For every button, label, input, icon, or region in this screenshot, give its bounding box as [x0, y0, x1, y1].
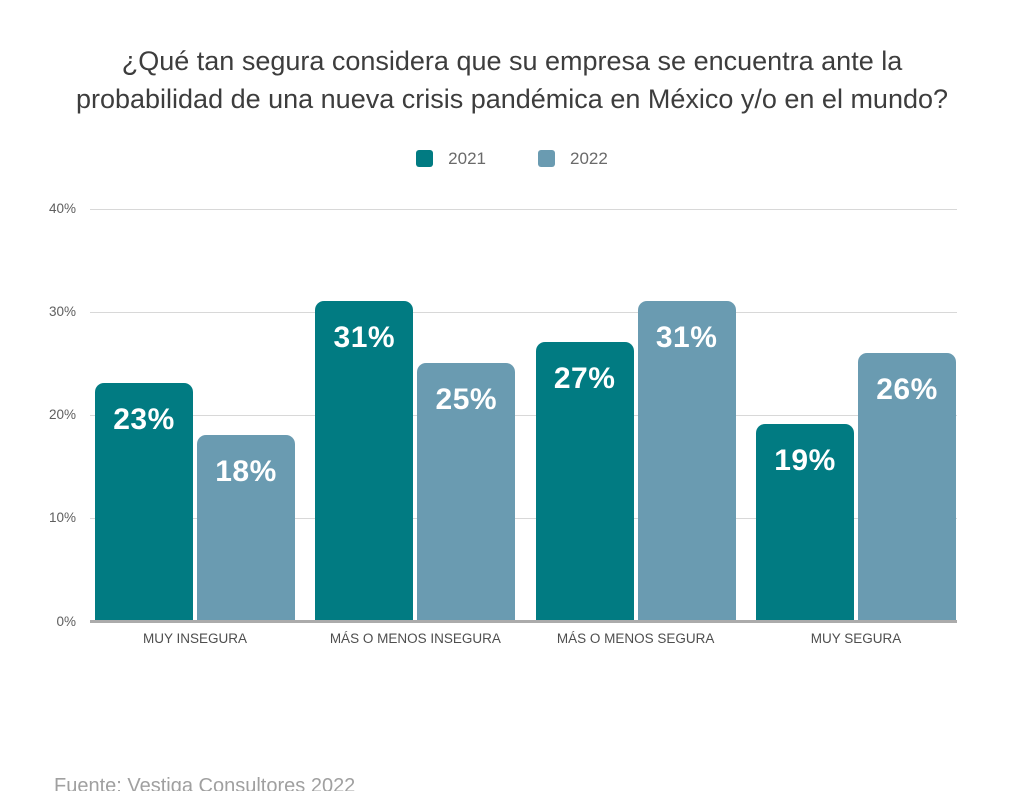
- category-label: MÁS O MENOS SEGURA: [556, 630, 715, 646]
- legend-label: 2021: [448, 148, 486, 168]
- bar-value-label: 27%: [553, 362, 616, 396]
- y-tick-label: 20%: [28, 407, 76, 423]
- x-axis-line: [90, 619, 957, 623]
- bar-group: 23% 18%: [95, 209, 295, 620]
- chart-page: ¿Qué tan segura considera que su empresa…: [0, 42, 1024, 791]
- bar-groups: 23% 18% 31% 25% 27% 31% 19% 26%: [95, 209, 956, 620]
- bar-2022: 31%: [637, 301, 736, 620]
- gridline-30%: 30%: [28, 303, 957, 319]
- bar-value-label: 31%: [333, 321, 396, 355]
- legend-swatch-2022: [538, 150, 555, 168]
- gridline-10%: 10%: [28, 510, 957, 526]
- bar-2021: 19%: [755, 424, 854, 620]
- bar-value-label: 18%: [215, 454, 277, 488]
- bar-2021: 23%: [95, 383, 193, 620]
- y-tick-label: 30%: [28, 303, 76, 319]
- y-tick-label: 0%: [28, 613, 76, 629]
- bar-group: 31% 25%: [315, 209, 516, 620]
- gridline-40%: 40%: [28, 200, 957, 216]
- bar-group: 19% 26%: [755, 209, 956, 620]
- legend-label: 2022: [570, 148, 608, 168]
- bar-group: 27% 31%: [535, 209, 736, 620]
- plot-area: 0% 10% 20% 30% 40% 23% 18% 31% 25% 27% 31% 19% 26%: [28, 200, 957, 629]
- gridline-20%: 20%: [28, 407, 957, 423]
- category-label: MÁS O MENOS INSEGURA: [329, 630, 501, 646]
- bar-2021: 27%: [535, 342, 634, 620]
- chart-title: ¿Qué tan segura considera que su empresa…: [75, 46, 949, 115]
- bar-2022: 25%: [417, 362, 516, 620]
- category-labels: MUY INSEGURA MÁS O MENOS INSEGURA MÁS O ME…: [95, 631, 956, 646]
- legend-item-2022: 2022: [538, 149, 608, 169]
- bar-value-label: 26%: [876, 372, 938, 406]
- legend-swatch-2021: [416, 150, 434, 168]
- bar-2022: 26%: [857, 352, 956, 620]
- y-tick-label: 40%: [28, 200, 76, 216]
- y-tick-label: 10%: [28, 510, 76, 526]
- source-note: Fuente: Vestiga Consultores 2022: [54, 775, 356, 791]
- bar-value-label: 23%: [113, 403, 175, 437]
- bar-value-label: 19%: [774, 444, 836, 478]
- bar-chart: 0% 10% 20% 30% 40% 23% 18% 31% 25% 27% 31% 19% 26% …: [0, 200, 1024, 646]
- bar-value-label: 25%: [435, 382, 498, 416]
- category-label: MUY INSEGURA: [142, 630, 248, 646]
- category-label: MUY SEGURA: [810, 630, 902, 646]
- legend: 2021 2022: [0, 149, 1024, 169]
- legend-item-2021: 2021: [416, 149, 486, 169]
- bar-2021: 31%: [315, 301, 414, 620]
- bar-value-label: 31%: [655, 321, 718, 355]
- bar-2022: 18%: [197, 434, 295, 620]
